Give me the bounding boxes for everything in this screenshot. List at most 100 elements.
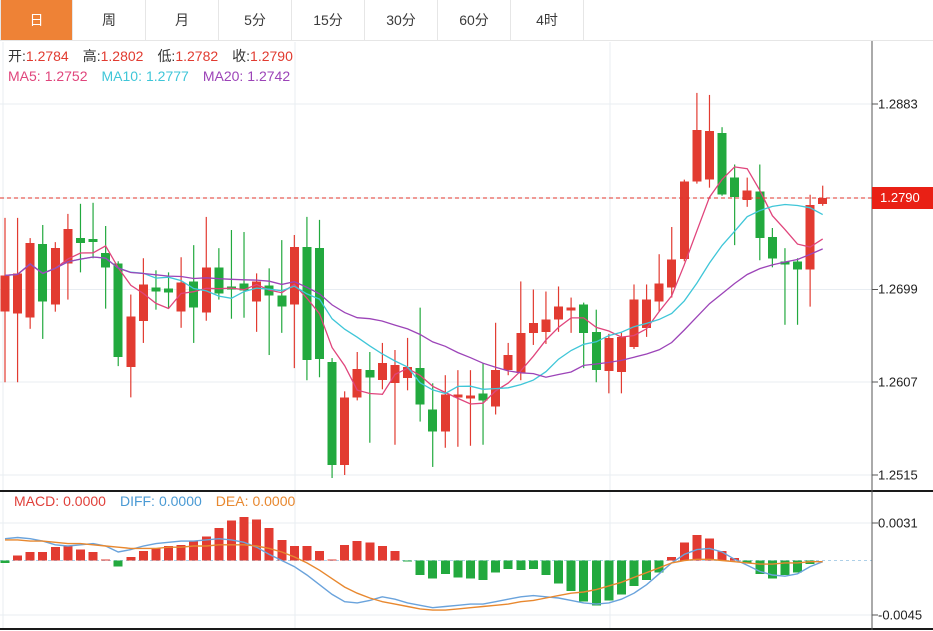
macd-bar bbox=[755, 560, 765, 574]
macd-bar bbox=[428, 560, 438, 579]
candle bbox=[101, 253, 111, 268]
price-tick-label: 1.2883 bbox=[878, 96, 918, 112]
tab-month[interactable]: 月 bbox=[146, 0, 219, 40]
candle bbox=[289, 247, 299, 305]
tab-week[interactable]: 周 bbox=[73, 0, 146, 40]
candle bbox=[88, 239, 98, 243]
macd-bar bbox=[415, 560, 425, 575]
macd-bar bbox=[126, 556, 136, 561]
macd-bar bbox=[390, 550, 400, 561]
candle bbox=[327, 362, 337, 465]
dea-label: DEA: bbox=[215, 493, 249, 509]
candle bbox=[478, 393, 488, 401]
macd-bar bbox=[50, 547, 60, 561]
tab-15min[interactable]: 15分 bbox=[292, 0, 365, 40]
macd-bar bbox=[679, 542, 689, 561]
tab-5min[interactable]: 5分 bbox=[219, 0, 292, 40]
ma5-value: 1.2752 bbox=[44, 68, 88, 84]
candle bbox=[340, 397, 350, 465]
ma20-label: MA20: bbox=[202, 68, 244, 84]
candle bbox=[742, 190, 752, 200]
candle bbox=[164, 288, 173, 293]
candle bbox=[403, 367, 413, 379]
macd-bar bbox=[616, 560, 626, 595]
macd-bar bbox=[302, 546, 312, 561]
high-value: 1.2802 bbox=[100, 48, 144, 64]
macd-bar bbox=[264, 527, 274, 561]
high-label: 高: bbox=[82, 48, 101, 64]
candle bbox=[654, 283, 664, 302]
macd-bar bbox=[541, 560, 551, 575]
macd-bar bbox=[516, 560, 526, 571]
macd-tick-label: -0.0045 bbox=[878, 607, 923, 623]
diff-value: 0.0000 bbox=[158, 493, 202, 509]
ma20-value: 1.2742 bbox=[247, 68, 291, 84]
tab-30min[interactable]: 30分 bbox=[365, 0, 438, 40]
macd-bar bbox=[25, 552, 35, 561]
candle bbox=[138, 284, 148, 321]
candle bbox=[793, 261, 802, 270]
timeframe-tabbar: 日 周 月 5分 15分 30分 60分 4时 bbox=[0, 0, 933, 41]
macd-bar bbox=[76, 549, 85, 561]
tab-60min[interactable]: 60分 bbox=[438, 0, 511, 40]
close-value: 1.2790 bbox=[250, 48, 293, 64]
macd-bar bbox=[352, 541, 362, 561]
macd-bar bbox=[579, 560, 589, 602]
macd-bar bbox=[13, 555, 23, 561]
macd-bar bbox=[742, 560, 752, 563]
candle bbox=[604, 337, 614, 372]
candle bbox=[126, 316, 136, 368]
macd-bar bbox=[554, 560, 563, 584]
candle bbox=[717, 133, 727, 195]
candle bbox=[214, 267, 224, 294]
candle bbox=[189, 281, 199, 308]
candle bbox=[466, 395, 475, 399]
candle bbox=[151, 287, 161, 292]
price-tick-label: 1.2515 bbox=[878, 467, 918, 483]
macd-bar bbox=[365, 542, 375, 561]
candle bbox=[692, 130, 702, 182]
macd-label: MACD: bbox=[14, 493, 60, 509]
macd-bar bbox=[138, 550, 148, 561]
candle bbox=[377, 363, 387, 381]
dea-value: 0.0000 bbox=[252, 493, 296, 509]
macd-bar bbox=[38, 552, 48, 561]
candle bbox=[616, 336, 626, 373]
candle bbox=[315, 248, 324, 360]
low-label: 低: bbox=[157, 48, 176, 64]
candle bbox=[302, 247, 312, 361]
ma-readout: MA5: 1.2752 MA10: 1.2777 MA20: 1.2742 bbox=[8, 68, 290, 84]
macd-tick-label: 0.0031 bbox=[878, 515, 918, 531]
candle bbox=[352, 369, 362, 398]
macd-bar bbox=[566, 560, 576, 591]
tab-day[interactable]: 日 bbox=[0, 0, 73, 40]
candle bbox=[755, 191, 765, 239]
macd-bar bbox=[629, 560, 639, 586]
candle bbox=[76, 238, 85, 244]
macd-bar bbox=[767, 560, 777, 579]
open-label: 开: bbox=[8, 48, 26, 64]
candle bbox=[528, 322, 538, 333]
candle bbox=[667, 259, 677, 288]
macd-bar bbox=[277, 539, 287, 561]
macd-bar bbox=[315, 550, 324, 561]
diff-line bbox=[4, 536, 823, 609]
diff-label: DIFF: bbox=[119, 493, 155, 509]
candle bbox=[818, 197, 828, 204]
macd-bar bbox=[0, 560, 10, 563]
macd-bar bbox=[717, 550, 727, 561]
candle bbox=[541, 319, 551, 332]
open-value: 1.2784 bbox=[25, 48, 69, 64]
macd-bar bbox=[377, 546, 387, 561]
candle bbox=[113, 263, 123, 358]
candle bbox=[415, 368, 425, 405]
macd-bar bbox=[403, 560, 413, 562]
tab-4hour[interactable]: 4时 bbox=[511, 0, 584, 40]
ma20-line bbox=[4, 248, 823, 378]
macd-bar bbox=[793, 560, 802, 573]
macd-bar bbox=[239, 516, 249, 561]
candle bbox=[201, 267, 211, 313]
candle bbox=[252, 281, 262, 302]
macd-bar bbox=[503, 560, 513, 569]
